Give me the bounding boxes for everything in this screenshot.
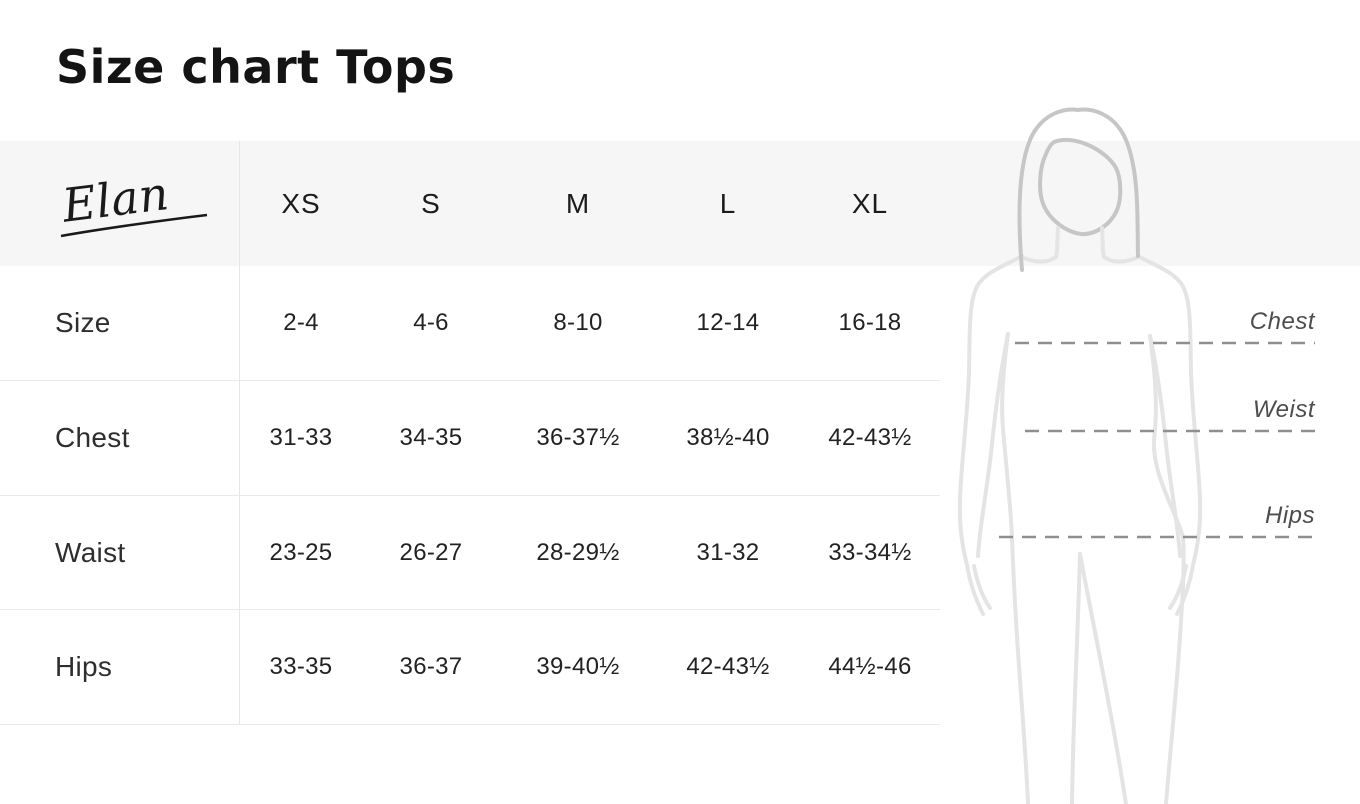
table-row-waist: Waist 23-25 26-27 28-29½ 31-32 33-34½ <box>0 496 940 610</box>
hips-measure-label: Hips <box>1264 502 1315 529</box>
table-cell: 8-10 <box>553 309 603 336</box>
page-title: Size chart Tops <box>56 40 456 94</box>
brand-logo-cell: Elan <box>0 141 240 266</box>
table-cell: 33-35 <box>269 653 333 680</box>
chest-measure-label: Chest <box>1249 308 1315 335</box>
column-header-s: S <box>421 187 441 219</box>
table-cell: 36-37½ <box>536 424 620 451</box>
table-row-chest: Chest 31-33 34-35 36-37½ 38½-40 42-43½ <box>0 381 940 496</box>
table-cell: 44½-46 <box>828 653 912 680</box>
figure-hair-face-outline <box>1017 107 1140 272</box>
table-cell: 28-29½ <box>536 538 620 566</box>
row-label-waist: Waist <box>0 496 240 609</box>
brand-logo-underline <box>60 213 208 237</box>
column-header-xs: XS <box>281 187 321 219</box>
column-header-m: M <box>565 187 591 219</box>
table-row-size: Size 2-4 4-6 8-10 12-14 16-18 <box>0 266 940 381</box>
row-label-chest: Chest <box>0 381 240 495</box>
table-cell: 2-4 <box>283 309 319 336</box>
column-header-l: L <box>719 187 737 219</box>
table-cell: 26-27 <box>399 538 463 566</box>
row-label-size: Size <box>0 266 240 380</box>
table-cell: 38½-40 <box>686 424 770 451</box>
row-label-hips: Hips <box>0 610 240 724</box>
table-cell: 31-33 <box>269 424 333 451</box>
table-cell: 23-25 <box>269 538 333 566</box>
waist-measure-label: Weist <box>1252 396 1315 423</box>
female-figure-illustration <box>957 107 1315 804</box>
table-cell: 42-43½ <box>828 424 912 451</box>
table-cell: 42-43½ <box>686 653 770 680</box>
table-cell: 16-18 <box>838 309 902 336</box>
table-cell: 33-34½ <box>828 538 912 566</box>
size-chart-table: Elan XS S M L XL Size 2-4 4-6 8-10 12-14… <box>0 141 940 725</box>
table-cell: 4-6 <box>413 309 449 336</box>
brand-logo: Elan <box>58 166 208 237</box>
table-cell: 31-32 <box>696 538 760 566</box>
measurement-dashed-lines <box>999 341 1315 539</box>
table-cell: 39-40½ <box>536 653 620 680</box>
figure-body-outline <box>957 254 1203 804</box>
table-cell: 12-14 <box>696 309 760 336</box>
table-header-row: Elan XS S M L XL <box>0 141 940 266</box>
table-cell: 34-35 <box>399 424 463 451</box>
column-header-xl: XL <box>851 187 889 219</box>
table-row-hips: Hips 33-35 36-37 39-40½ 42-43½ 44½-46 <box>0 610 940 725</box>
table-cell: 36-37 <box>399 653 463 680</box>
